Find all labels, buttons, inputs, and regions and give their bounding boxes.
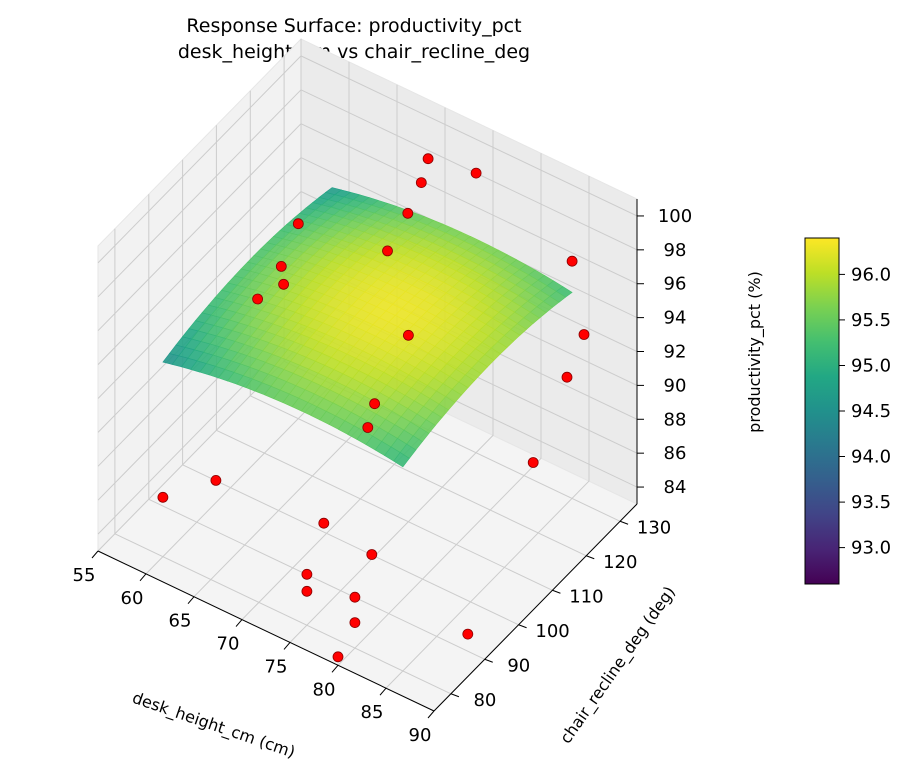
data-point — [382, 245, 393, 257]
x-tick-mark — [427, 710, 435, 719]
data-point — [275, 260, 287, 272]
x-tick-mark — [91, 550, 99, 559]
colorbar-tick-label: 93.0 — [851, 538, 891, 559]
gridline-z — [97, 123, 638, 332]
x-tick-label: 65 — [169, 611, 192, 632]
x-tick-label: 85 — [361, 702, 384, 723]
colorbar: 93.0 93.5 94.0 94.5 95.0 95.5 96.0 — [804, 237, 891, 585]
colorbar-ticks: 93.0 93.5 94.0 94.5 95.0 95.5 96.0 — [839, 264, 891, 559]
data-point — [362, 422, 374, 433]
z-tick-label: 100 — [658, 206, 692, 227]
data-point — [470, 167, 482, 179]
y-tick-label: 90 — [507, 655, 530, 676]
data-points — [157, 153, 590, 663]
data-point — [252, 293, 264, 305]
z-tick-label: 98 — [664, 240, 687, 261]
data-point — [527, 457, 539, 468]
y-tick-label: 100 — [535, 621, 569, 642]
x-tick-label: 90 — [409, 725, 432, 746]
z-axis-ticks: 84 86 88 90 92 94 96 98 100 — [637, 206, 692, 498]
z-tick-label: 84 — [664, 477, 687, 498]
x-tick-mark — [139, 573, 147, 582]
data-point — [349, 617, 361, 628]
y-tick-mark — [619, 520, 629, 525]
surface-facet — [393, 452, 410, 468]
z-axis-label: productivity_pct (%) — [745, 271, 765, 433]
response-surface — [162, 187, 573, 468]
y-axis-line — [433, 503, 638, 712]
x-axis-line — [97, 550, 435, 712]
y-tick-label: 110 — [569, 586, 603, 607]
data-point — [462, 628, 474, 640]
colorbar-tick-label: 95.0 — [851, 356, 891, 377]
z-tick-label: 88 — [664, 409, 687, 430]
x-tick-label: 55 — [73, 565, 96, 586]
data-point — [422, 153, 434, 165]
data-point — [278, 278, 290, 290]
colorbar-gradient — [804, 237, 840, 585]
gridline-y — [148, 194, 486, 660]
data-point — [292, 218, 304, 230]
data-point — [301, 568, 313, 580]
x-tick-mark — [187, 596, 195, 605]
x-axis-label: desk_height_cm (cm) — [130, 688, 298, 763]
data-point — [369, 398, 381, 410]
y-tick-label: 80 — [473, 690, 496, 711]
colorbar-tick-label: 96.0 — [851, 264, 891, 285]
y-tick-mark — [586, 555, 595, 560]
x-tick-mark — [379, 687, 387, 696]
x-tick-label: 80 — [313, 679, 336, 700]
data-point — [301, 585, 313, 597]
x-tick-label: 60 — [121, 588, 144, 609]
colorbar-tick-label: 93.5 — [851, 492, 891, 513]
chart-title-line1: Response Surface: productivity_pct — [186, 15, 521, 37]
y-tick-mark — [484, 658, 493, 663]
y-axis-label: chair_recline_deg (deg) — [556, 583, 680, 748]
colorbar-tick-label: 94.0 — [851, 447, 891, 468]
x-axis-ticks: 55 60 65 70 75 80 85 90 — [73, 550, 435, 746]
y-tick-mark — [450, 693, 460, 698]
z-tick-label: 92 — [664, 342, 687, 363]
chart-title-line2: desk_height_cm vs chair_recline_deg — [178, 41, 530, 63]
y-tick-mark — [518, 624, 527, 629]
gridline-x — [385, 176, 590, 689]
x-tick-label: 70 — [217, 634, 240, 655]
data-point — [415, 177, 427, 189]
x-tick-mark — [283, 642, 291, 650]
data-point — [157, 491, 169, 503]
data-point — [566, 255, 578, 267]
gridline-z — [97, 89, 638, 298]
colorbar-tick-label: 94.5 — [851, 401, 891, 422]
data-point — [578, 329, 590, 340]
z-tick-label: 96 — [664, 274, 687, 295]
data-point — [366, 549, 378, 560]
data-point — [402, 329, 414, 341]
gridline-x — [337, 153, 542, 666]
gridline-z — [97, 55, 638, 264]
x-tick-mark — [331, 664, 339, 673]
x-tick-mark — [235, 619, 243, 627]
gridline-y — [182, 159, 519, 626]
y-tick-label: 120 — [603, 552, 637, 573]
data-point — [402, 207, 414, 219]
z-tick-label: 86 — [664, 443, 687, 464]
y-tick-mark — [552, 589, 561, 594]
x-tick-label: 75 — [265, 656, 288, 677]
data-point — [561, 371, 573, 383]
data-point — [349, 591, 361, 603]
data-point — [210, 474, 222, 486]
data-point — [318, 517, 330, 529]
gridline-x — [289, 130, 494, 643]
y-tick-label: 130 — [637, 517, 671, 538]
data-point — [332, 651, 344, 663]
gridline-y — [249, 90, 587, 557]
colorbar-tick-label: 95.5 — [851, 310, 891, 331]
gridline-y — [114, 228, 452, 695]
gridline-y — [215, 125, 553, 591]
z-tick-label: 94 — [664, 308, 687, 329]
z-tick-label: 90 — [664, 375, 687, 396]
